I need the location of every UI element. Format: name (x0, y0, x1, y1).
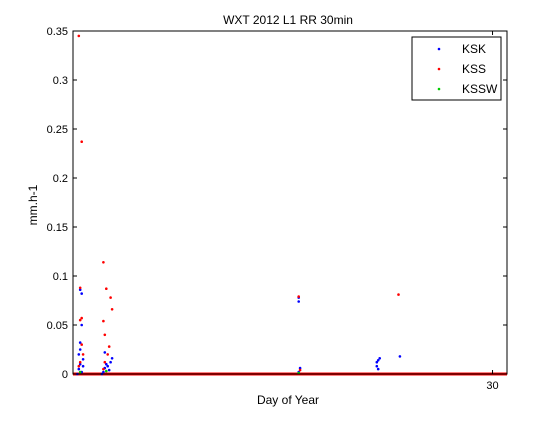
data-point (77, 364, 81, 368)
data-point (105, 369, 108, 373)
data-point (81, 364, 85, 368)
series-kss (77, 34, 400, 372)
data-point (103, 360, 107, 364)
data-point (80, 323, 83, 327)
legend-marker (437, 67, 441, 71)
data-point (78, 360, 82, 364)
data-point (106, 364, 109, 368)
y-tick-label: 0 (62, 369, 68, 381)
chart-title: WXT 2012 L1 RR 30min (223, 13, 353, 27)
data-point (81, 358, 85, 361)
data-point (298, 368, 302, 372)
data-point (78, 341, 82, 344)
data-point (78, 348, 82, 351)
data-point (109, 360, 112, 364)
data-point (378, 357, 382, 360)
x-axis-label: Day of Year (257, 393, 319, 407)
data-point (80, 140, 83, 143)
y-tick-label: 0.3 (53, 75, 68, 87)
y-tick-label: 0.2 (53, 173, 68, 185)
data-point (103, 333, 107, 337)
data-point (105, 287, 108, 291)
data-point (376, 359, 380, 362)
y-tick-label: 0.25 (47, 124, 68, 136)
y-tick-label: 0.35 (47, 26, 68, 38)
y-tick-label: 0.05 (47, 320, 68, 332)
data-point (105, 362, 108, 366)
data-point (297, 300, 301, 303)
data-point (110, 308, 114, 311)
data-point (375, 364, 379, 368)
data-point (107, 345, 111, 348)
x-tick-label: 30 (486, 380, 498, 392)
data-point (80, 292, 83, 295)
plot-frame (72, 30, 508, 375)
data-point (102, 261, 105, 264)
legend-label: KSK (462, 42, 486, 56)
data-point (78, 370, 82, 374)
legend-marker (437, 87, 441, 91)
data-point (103, 351, 107, 354)
legend-marker (437, 47, 441, 51)
data-point (375, 360, 379, 364)
data-point (77, 34, 81, 38)
legend: KSK KSS KSSW (411, 36, 502, 101)
data-point (78, 318, 82, 322)
data-point (81, 353, 85, 356)
x-axis: 30 (486, 31, 499, 392)
data-point (298, 366, 302, 370)
data-point (106, 353, 109, 356)
data-point (78, 362, 82, 366)
data-point (102, 319, 105, 323)
data-point (77, 367, 81, 371)
legend-box (411, 36, 502, 101)
legend-label: KSS (462, 62, 486, 76)
data-point (110, 357, 114, 360)
data-point (109, 296, 112, 299)
data-point (78, 286, 82, 290)
data-point (297, 295, 301, 298)
y-tick-label: 0.1 (53, 271, 68, 283)
data-points-layer (76, 34, 402, 376)
data-point (102, 370, 105, 374)
data-point (397, 293, 400, 296)
y-axis-label: mm.h-1 (26, 184, 40, 225)
data-point (398, 355, 402, 358)
data-point (78, 288, 82, 292)
data-point (102, 367, 105, 371)
y-axis: 0 0.05 0.1 0.15 0.2 0.25 0.3 0.35 (47, 26, 507, 381)
data-point (107, 368, 111, 372)
data-point (80, 343, 83, 346)
data-point (376, 367, 380, 371)
y-tick-label: 0.15 (47, 222, 68, 234)
data-point (80, 316, 83, 320)
legend-label: KSSW (462, 82, 498, 96)
data-point (77, 353, 81, 356)
